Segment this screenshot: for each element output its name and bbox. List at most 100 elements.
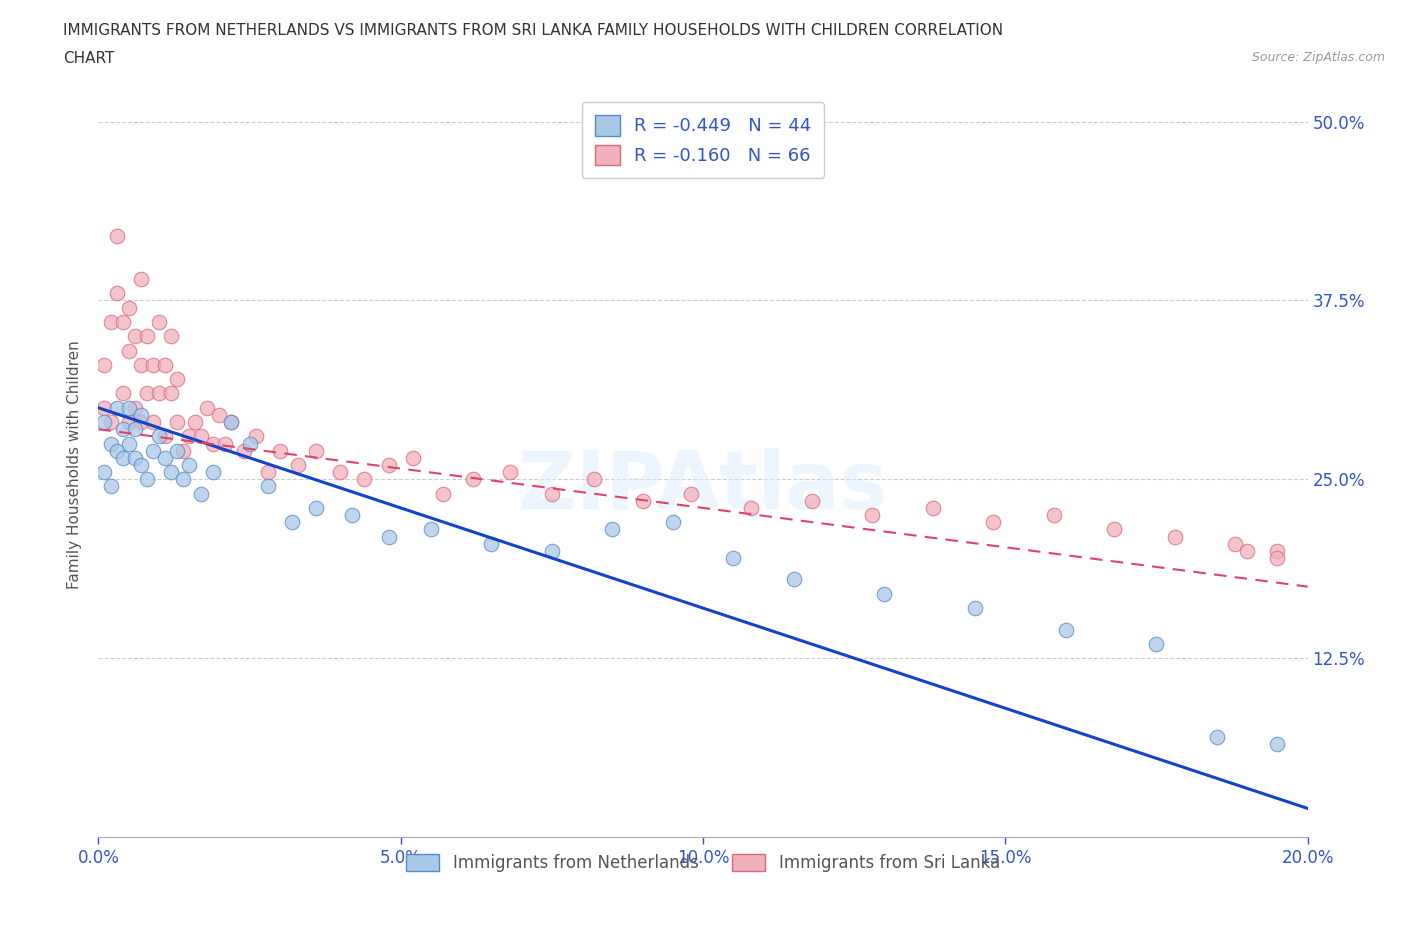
Point (111, 422, 134, 437)
Point (965, 601, 987, 616)
Point (1144, 636, 1167, 651)
Y-axis label: Family Households with Children: Family Households with Children (67, 340, 83, 590)
Point (498, 465, 520, 480)
Point (172, 444, 194, 458)
Point (142, 444, 165, 458)
Point (172, 472, 194, 486)
Point (100, 436, 122, 451)
Point (118, 436, 141, 451)
Point (481, 537, 503, 551)
Point (1102, 522, 1125, 537)
Point (153, 429, 176, 444)
Point (190, 486, 212, 501)
Point (208, 407, 231, 422)
Point (221, 415, 243, 430)
Point (184, 415, 207, 430)
Point (111, 386, 134, 401)
Point (153, 450, 176, 465)
Point (93, 357, 115, 372)
Point (353, 472, 375, 486)
Point (679, 486, 702, 501)
Point (1054, 622, 1077, 637)
Point (129, 407, 152, 422)
Point (1223, 537, 1246, 551)
Point (135, 329, 157, 344)
Point (800, 493, 823, 508)
Point (221, 415, 243, 430)
Point (124, 450, 146, 465)
Point (105, 229, 128, 244)
Point (540, 486, 562, 501)
Point (124, 400, 146, 415)
Point (135, 386, 157, 401)
Point (129, 357, 152, 372)
Point (1042, 508, 1064, 523)
Point (179, 458, 201, 472)
Point (245, 429, 267, 444)
Point (153, 357, 176, 372)
Point (148, 314, 170, 329)
Point (105, 286, 128, 300)
Point (129, 415, 152, 430)
Point (1267, 737, 1289, 751)
Point (783, 572, 806, 587)
Point (1163, 529, 1185, 544)
Point (239, 436, 262, 451)
Point (631, 493, 654, 508)
Point (1267, 543, 1289, 558)
Point (93, 400, 115, 415)
Point (256, 479, 278, 494)
Point (105, 400, 128, 415)
Point (287, 458, 309, 472)
Point (100, 415, 122, 430)
Point (124, 422, 146, 437)
Point (100, 314, 122, 329)
Point (142, 415, 165, 430)
Point (118, 415, 141, 430)
Point (1206, 729, 1229, 744)
Point (160, 329, 183, 344)
Point (1236, 543, 1258, 558)
Point (166, 415, 188, 430)
Point (420, 522, 443, 537)
Point (124, 329, 146, 344)
Point (111, 314, 134, 329)
Point (740, 500, 762, 515)
Point (723, 551, 745, 565)
Point (342, 508, 364, 523)
Point (661, 515, 683, 530)
Point (214, 436, 236, 451)
Point (148, 429, 170, 444)
Text: ZIPAtlas: ZIPAtlas (517, 448, 889, 526)
Point (142, 357, 165, 372)
Point (190, 429, 212, 444)
Point (377, 458, 399, 472)
Point (269, 444, 291, 458)
Point (432, 486, 454, 501)
Point (135, 472, 157, 486)
Point (402, 450, 425, 465)
Point (463, 472, 485, 486)
Point (305, 500, 328, 515)
Point (166, 444, 188, 458)
Point (93, 415, 115, 430)
Point (860, 508, 883, 523)
Point (305, 444, 328, 458)
Point (202, 465, 225, 480)
Point (100, 479, 122, 494)
Point (179, 429, 201, 444)
Point (148, 386, 170, 401)
Point (602, 522, 624, 537)
Point (377, 529, 399, 544)
Point (583, 472, 606, 486)
Point (160, 386, 183, 401)
Point (202, 436, 225, 451)
Point (329, 465, 352, 480)
Point (118, 400, 141, 415)
Point (1267, 551, 1289, 565)
Point (118, 300, 141, 315)
Text: Source: ZipAtlas.com: Source: ZipAtlas.com (1251, 51, 1385, 64)
Point (195, 400, 218, 415)
Point (540, 543, 562, 558)
Point (93, 465, 115, 480)
